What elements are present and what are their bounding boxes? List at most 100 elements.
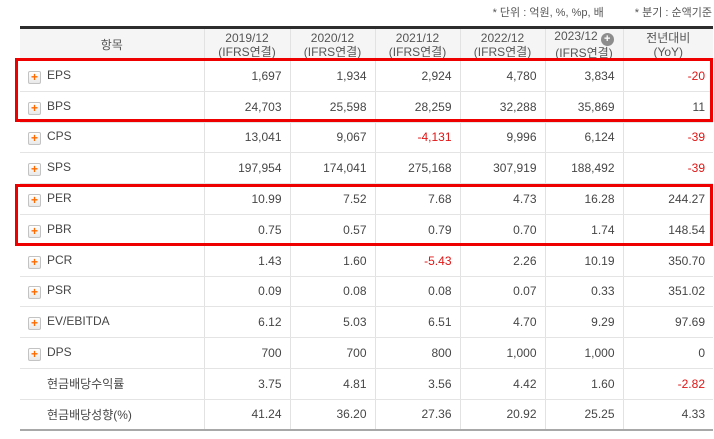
metric-label-cell: + EV/EBITDA	[20, 306, 204, 339]
table-row-DPS: + DPS 700 700 800 1,000 1,000 0	[20, 337, 713, 369]
value-cell: 1,000	[544, 337, 623, 369]
value-cell: 3.75	[203, 368, 290, 400]
value-cell: 9,067	[289, 122, 375, 154]
value-cell: 16.28	[544, 183, 623, 215]
value-cell: 0.79	[374, 214, 460, 246]
column-header-----: 전년대비 (YoY)	[622, 26, 713, 61]
column-standard: (IFRS연결)	[218, 44, 276, 59]
unit-note: * 단위 : 억원, %, %p, 배	[492, 7, 604, 19]
table-body: + EPS 1,697 1,934 2,924 4,780 3,834 -20 + BPS 24,7…	[20, 60, 713, 432]
value-cell: -4,131	[374, 122, 460, 154]
column-header-2023-12: 2023/12 + (IFRS연결)	[544, 26, 623, 61]
value-cell: 25.25	[544, 399, 623, 432]
value-cell: 1.60	[544, 368, 623, 400]
metric-label-cell: + PBR	[20, 214, 204, 246]
metric-label: SPS	[47, 160, 72, 175]
header-row: 항목 2019/12 (IFRS연결) 2020/12 (IFRS연결) 2021/12…	[20, 26, 713, 61]
value-cell: 25,598	[289, 91, 375, 123]
value-cell: 350.70	[622, 245, 713, 277]
expand-row-icon[interactable]: +	[28, 255, 41, 269]
value-cell: 41.24	[203, 399, 290, 432]
value-cell: 275,168	[374, 152, 460, 185]
table-row-SPS: + SPS 197,954 174,041 275,168 307,919 188,492-…	[20, 152, 713, 185]
column-period: 2020/12	[310, 30, 355, 45]
expand-row-icon[interactable]: +	[28, 194, 41, 208]
table-row-CPS: + CPS 13,041 9,067 -4,131 9,996 6,124 -39	[20, 122, 713, 154]
value-cell: 7.68	[374, 183, 460, 215]
value-cell: 4.73	[459, 183, 545, 215]
column-period: 2023/12 +	[546, 29, 623, 46]
value-cell: 5.03	[289, 306, 375, 339]
value-cell: 1.60	[289, 245, 375, 277]
table-annotations: * 단위 : 억원, %, %p, 배 * 분기 : 순액기준	[493, 4, 712, 20]
expand-row-icon[interactable]: +	[28, 70, 41, 84]
expand-row-icon[interactable]: +	[28, 317, 41, 331]
column-standard: (IFRS연결)	[303, 44, 362, 59]
basis-note: * 분기 : 순액기준	[634, 7, 712, 19]
value-cell: 0.70	[459, 214, 545, 246]
metric-label: PSR	[47, 283, 72, 298]
metric-label-cell: + SPS	[20, 152, 204, 185]
value-cell: 307,919	[459, 152, 545, 185]
expand-row-icon[interactable]: +	[28, 132, 41, 146]
value-cell: 0.08	[374, 276, 460, 308]
column-standard: (IFRS연결)	[555, 46, 613, 60]
value-cell: 0.08	[289, 276, 375, 308]
value-cell: 24,703	[203, 91, 290, 123]
value-cell: -2.82	[622, 368, 713, 400]
value-cell: 6.51	[374, 306, 460, 339]
value-cell: -5.43	[374, 245, 460, 277]
metric-label-cell: + CPS	[20, 122, 204, 154]
column-header-2021-12: 2021/12 (IFRS연결)	[374, 26, 460, 61]
value-cell: 174,041	[289, 152, 375, 185]
value-cell: 4.81	[289, 368, 375, 400]
table-row-BPS: + BPS 24,703 25,598 28,259 32,288 35,869 11	[20, 91, 713, 123]
metric-label: 현금배당성향(%)	[47, 407, 132, 422]
column-standard: (IFRS연결)	[388, 44, 447, 59]
table-row-PSR: + PSR 0.09 0.08 0.08 0.07 0.33 351.02	[20, 276, 713, 308]
table-row----------: 현금배당성향(%) 41.24 36.20 27.36 20.92 25.25 4.33	[20, 399, 713, 432]
value-cell: 9.29	[544, 306, 623, 339]
expand-row-icon[interactable]: +	[28, 101, 41, 115]
value-cell: 0.09	[203, 276, 290, 308]
value-cell: 800	[374, 337, 460, 369]
column-period: 2022/12	[480, 30, 525, 45]
metric-label-cell: + PCR	[20, 245, 204, 277]
metric-label: CPS	[47, 129, 72, 144]
value-cell: 148.54	[622, 214, 713, 246]
metric-label: EV/EBITDA	[47, 314, 110, 329]
table-row-EV-EBITDA: + EV/EBITDA 6.12 5.03 6.51 4.70 9.29 97.69	[20, 306, 713, 339]
column-header-2022-12: 2022/12 (IFRS연결)	[459, 26, 545, 61]
value-cell: 27.36	[374, 399, 460, 432]
metric-label-cell: + BPS	[20, 91, 204, 123]
metric-label: EPS	[47, 67, 72, 82]
value-cell: 2,924	[374, 60, 460, 92]
value-cell: 188,492	[544, 152, 623, 185]
add-period-icon[interactable]: +	[600, 33, 614, 46]
financial-metrics-table: 항목 2019/12 (IFRS연결) 2020/12 (IFRS연결) 2021/12…	[20, 26, 713, 432]
value-cell: 35,869	[544, 91, 623, 123]
value-cell: 3,834	[544, 60, 623, 92]
value-cell: 97.69	[622, 306, 713, 339]
value-cell: 700	[203, 337, 290, 369]
expand-row-icon[interactable]: +	[28, 224, 41, 238]
value-cell: 1.43	[203, 245, 290, 277]
value-cell: 4.70	[459, 306, 545, 339]
value-cell: 32,288	[459, 91, 545, 123]
expand-row-icon[interactable]: +	[28, 348, 41, 362]
value-cell: 7.52	[289, 183, 375, 215]
value-cell: 1,934	[289, 60, 375, 92]
value-cell: 0.33	[544, 276, 623, 308]
table-row-PBR: + PBR 0.75 0.57 0.79 0.70 1.74 148.54	[20, 214, 713, 246]
value-cell: 36.20	[289, 399, 375, 432]
metric-label: PCR	[47, 252, 73, 267]
expand-row-icon[interactable]: +	[28, 286, 41, 300]
metric-label: 현금배당수익률	[47, 377, 125, 392]
value-cell: 13,041	[203, 122, 290, 154]
value-cell: 6,124	[544, 122, 623, 154]
column-period: 2021/12	[395, 30, 440, 45]
metric-label: DPS	[47, 345, 72, 360]
expand-row-icon[interactable]: +	[28, 163, 41, 177]
metric-label: PBR	[47, 221, 72, 236]
